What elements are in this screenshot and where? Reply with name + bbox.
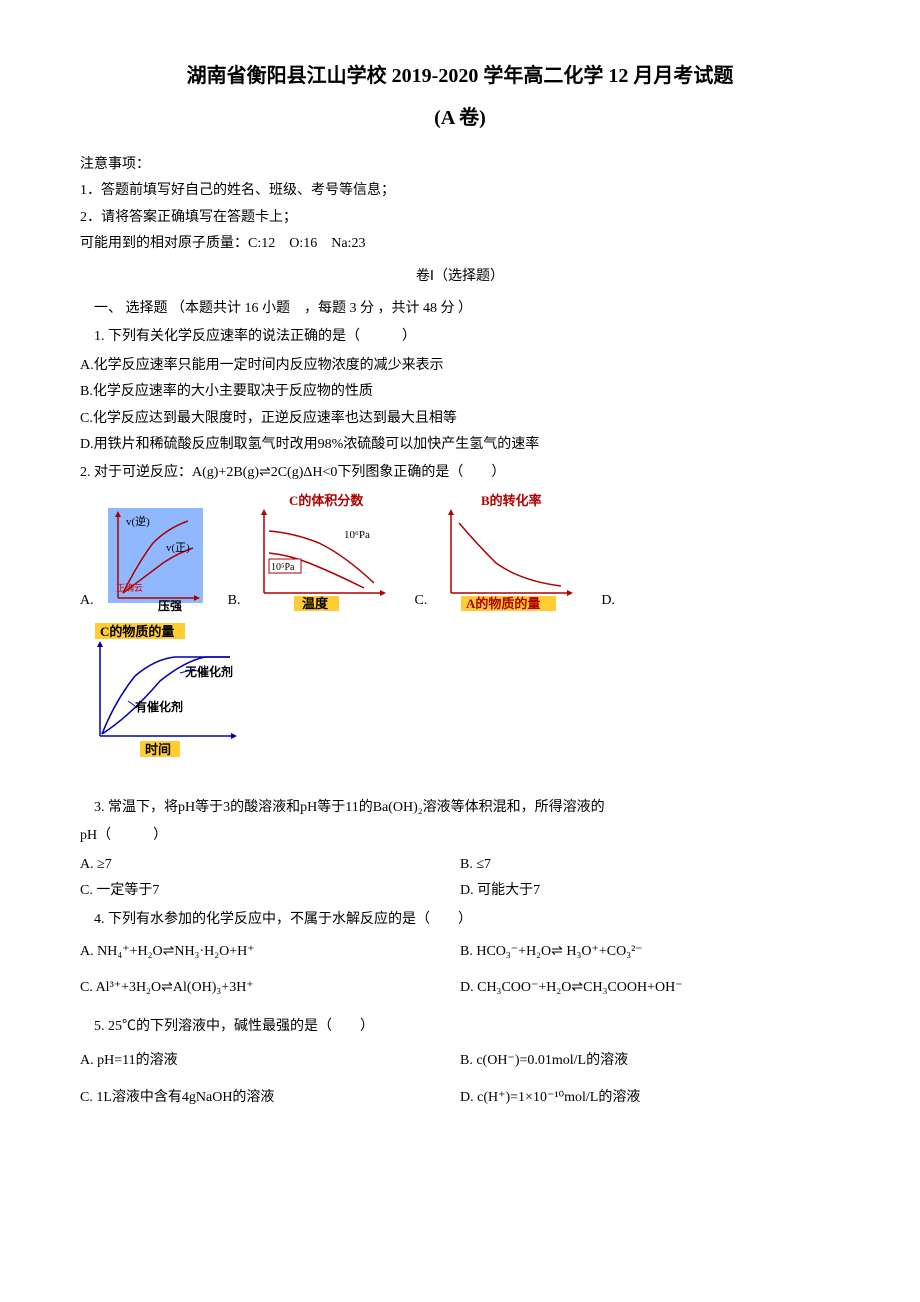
q2-chart-a: v(逆) v(正) 正确云 压强: [98, 503, 208, 613]
svg-text:时间: 时间: [145, 742, 171, 757]
q2-chart-d: C的物质的量 无催化剂 有催化剂 时间: [80, 621, 250, 761]
q3-option-d: D. 可能大于7: [460, 880, 840, 902]
q5-option-a: A. pH=11的溶液: [80, 1050, 460, 1072]
notes-header: 注意事项：: [80, 154, 840, 176]
note-3: 可能用到的相对原子质量：C:12 O:16 Na:23: [80, 233, 840, 255]
q2-option-d-letter: D.: [601, 590, 615, 612]
note-2: 2．请将答案正确填写在答题卡上；: [80, 207, 840, 229]
q1-option-b: B.化学反应速率的大小主要取决于反应物的性质: [80, 381, 840, 403]
q2-stem: 2. 对于可逆反应：A(g)+2B(g)⇌2C(g)ΔH<0下列图象正确的是（ …: [80, 462, 840, 484]
q3-option-b: B. ≤7: [460, 854, 840, 876]
q2-option-b-letter: B.: [228, 590, 241, 612]
q2-option-c-letter: C.: [414, 590, 427, 612]
svg-text:无催化剂: 无催化剂: [184, 664, 233, 679]
q2-option-a-letter: A.: [80, 590, 94, 612]
q2-option-d-block: C的物质的量 无催化剂 有催化剂 时间: [80, 621, 250, 761]
q1-option-d: D.用铁片和稀硫酸反应制取氢气时改用98%浓硫酸可以加快产生氢气的速率: [80, 434, 840, 456]
q1-option-a: A.化学反应速率只能用一定时间内反应物浓度的减少来表示: [80, 355, 840, 377]
q2-options-row-1: A. v(逆) v(正) 正确云 压强 B. C的体积分数: [80, 493, 840, 613]
q5-option-d: D. c(H⁺)=1×10⁻¹⁰mol/L的溶液: [460, 1087, 840, 1109]
q3-row-2: C. 一定等于7 D. 可能大于7: [80, 880, 840, 902]
q5-option-b: B. c(OH⁻)=0.01mol/L的溶液: [460, 1050, 840, 1072]
q2-chart-b: C的体积分数 10⁶Pa 10⁵Pa 温度: [244, 493, 394, 613]
svg-text:v(逆): v(逆): [126, 514, 150, 528]
q5-row-2: C. 1L溶液中含有4gNaOH的溶液 D. c(H⁺)=1×10⁻¹⁰mol/…: [80, 1087, 840, 1109]
q4-row-2: C. Al³⁺+3H₂O⇌Al(OH)₃+3H⁺ D. CH₃COO⁻+H₂O⇌…: [80, 977, 840, 999]
q1-stem: 1. 下列有关化学反应速率的说法正确的是（ ）: [80, 326, 840, 348]
svg-text:10⁶Pa: 10⁶Pa: [344, 529, 370, 541]
q4-option-b: B. HCO₃⁻+H₂O⇌ H₃O⁺+CO₃²⁻: [460, 941, 840, 963]
q2-option-a-block: A. v(逆) v(正) 正确云 压强: [80, 503, 208, 613]
svg-text:v(正): v(正): [166, 542, 190, 554]
q5-option-c: C. 1L溶液中含有4gNaOH的溶液: [80, 1087, 460, 1109]
svg-text:A的物质的量: A的物质的量: [466, 596, 540, 611]
q3-stem: 3. 常温下，将pH等于3的酸溶液和pH等于11的Ba(OH)₂溶液等体积混和，…: [80, 797, 840, 819]
q3-option-a: A. ≥7: [80, 854, 460, 876]
svg-text:温度: 温度: [302, 596, 329, 611]
q3-option-c: C. 一定等于7: [80, 880, 460, 902]
q5-stem: 5. 25℃的下列溶液中，碱性最强的是（ ）: [80, 1016, 840, 1038]
q4-option-d: D. CH₃COO⁻+H₂O⇌CH₃COOH+OH⁻: [460, 977, 840, 999]
svg-text:正确云: 正确云: [116, 582, 143, 593]
note-1: 1．答题前填写好自己的姓名、班级、考号等信息；: [80, 180, 840, 202]
page-subtitle: (A 卷): [80, 102, 840, 134]
q3-stem2: pH（ ）: [80, 825, 840, 847]
q4-row-1: A. NH₄⁺+H₂O⇌NH₃·H₂O+H⁺ B. HCO₃⁻+H₂O⇌ H₃O…: [80, 941, 840, 963]
q4-option-c: C. Al³⁺+3H₂O⇌Al(OH)₃+3H⁺: [80, 977, 460, 999]
q2-options-row-2: C的物质的量 无催化剂 有催化剂 时间: [80, 621, 840, 761]
section-1-label: 卷Ⅰ（选择题）: [80, 266, 840, 288]
svg-text:10⁵Pa: 10⁵Pa: [271, 562, 295, 573]
page-title: 湖南省衡阳县江山学校 2019-2020 学年高二化学 12 月月考试题: [80, 60, 840, 92]
svg-text:C的体积分数: C的体积分数: [289, 493, 364, 508]
q2-chart-c: B的转化率 A的物质的量: [431, 493, 581, 613]
q3-row-1: A. ≥7 B. ≤7: [80, 854, 840, 876]
q1-option-c: C.化学反应达到最大限度时，正逆反应速率也达到最大且相等: [80, 408, 840, 430]
q2-option-c-block: C. B的转化率 A的物质的量: [414, 493, 581, 613]
q4-option-a: A. NH₄⁺+H₂O⇌NH₃·H₂O+H⁺: [80, 941, 460, 963]
svg-text:压强: 压强: [158, 599, 182, 613]
svg-text:B的转化率: B的转化率: [481, 493, 542, 508]
svg-text:C的物质的量: C的物质的量: [100, 624, 174, 639]
q5-row-1: A. pH=11的溶液 B. c(OH⁻)=0.01mol/L的溶液: [80, 1050, 840, 1072]
section-1-instruction: 一、 选择题 （本题共计 16 小题 ，每题 3 分 ，共计 48 分 ）: [80, 298, 840, 320]
q4-stem: 4. 下列有水参加的化学反应中，不属于水解反应的是（ ）: [80, 909, 840, 931]
q2-option-b-block: B. C的体积分数 10⁶Pa 10⁵Pa 温度: [228, 493, 395, 613]
svg-text:有催化剂: 有催化剂: [135, 699, 183, 714]
